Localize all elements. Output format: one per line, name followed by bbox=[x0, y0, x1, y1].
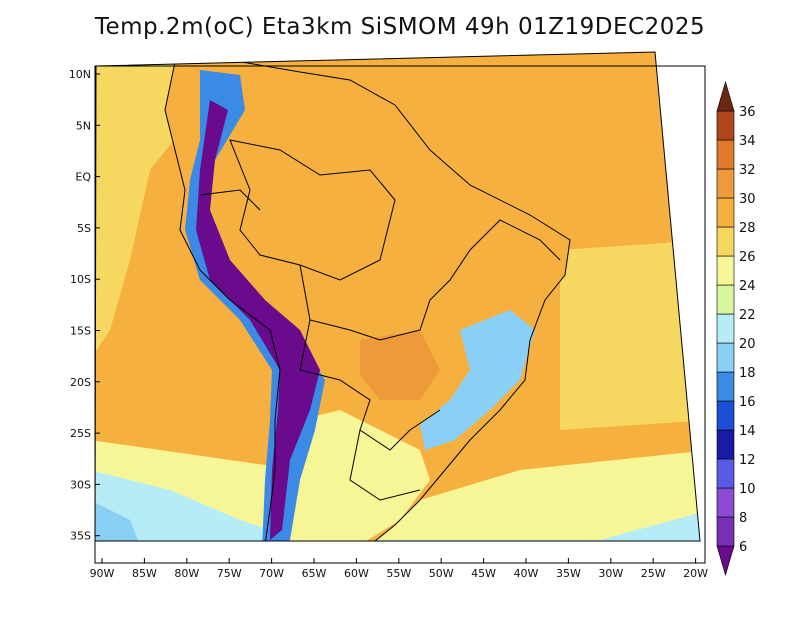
colorbar-label: 30 bbox=[739, 192, 756, 207]
lat-label: 10N bbox=[69, 68, 91, 81]
longitude-axis: 90W 85W 80W 75W 70W 65W 60W 55W 50W 45W 40W 35W 30W 2… bbox=[90, 558, 708, 580]
lon-label: 20W bbox=[683, 567, 708, 580]
lat-label: 5N bbox=[76, 119, 91, 132]
colorbar-label: 6 bbox=[739, 540, 747, 555]
lon-label: 40W bbox=[514, 567, 539, 580]
colorbar-label: 10 bbox=[739, 482, 756, 497]
colorbar-label: 36 bbox=[739, 105, 756, 120]
latitude-axis: 10N 5N EQ 5S 10S 15S 20S 25S 30S 35S bbox=[69, 68, 100, 543]
colorbar-label: 34 bbox=[739, 134, 756, 149]
lon-label: 80W bbox=[174, 567, 199, 580]
plot-border bbox=[94, 65, 706, 564]
lon-label: 55W bbox=[386, 567, 411, 580]
colorbar-segment bbox=[716, 139, 735, 170]
colorbar-segment bbox=[716, 429, 735, 460]
colorbar-label: 8 bbox=[739, 511, 747, 526]
colorbar-label: 32 bbox=[739, 163, 756, 178]
lon-label: 65W bbox=[302, 567, 327, 580]
colorbar-segment bbox=[716, 80, 735, 112]
colorbar-label: 12 bbox=[739, 453, 756, 468]
lon-label: 60W bbox=[344, 567, 369, 580]
colorbar-segment bbox=[716, 313, 735, 344]
ocean-mid-region-east bbox=[560, 240, 700, 430]
lon-label: 70W bbox=[259, 567, 284, 580]
colorbar-segment bbox=[716, 284, 735, 315]
temperature-field bbox=[95, 52, 700, 541]
temperature-colorbar: 6 8 10 12 14 16 18 20 22 24 26 28 30 32 34 36 bbox=[716, 80, 756, 577]
colorbar-segment bbox=[716, 110, 735, 141]
land-hot-region bbox=[360, 330, 440, 400]
lat-label: 30S bbox=[70, 478, 91, 491]
colorbar-segment bbox=[716, 545, 735, 577]
lon-label: 85W bbox=[132, 567, 157, 580]
lat-label: 15S bbox=[70, 325, 91, 338]
lat-label: 5S bbox=[77, 222, 91, 235]
lon-label: 35W bbox=[556, 567, 581, 580]
andes-high-elevation bbox=[196, 100, 320, 540]
brazil-southeast-highlands bbox=[420, 310, 535, 450]
lon-label: 50W bbox=[429, 567, 454, 580]
ocean-cold-region bbox=[95, 470, 700, 541]
lat-label: EQ bbox=[75, 171, 91, 184]
colorbar-label: 26 bbox=[739, 250, 756, 265]
lon-label: 45W bbox=[471, 567, 496, 580]
colorbar-label: 18 bbox=[739, 366, 756, 381]
lat-label: 25S bbox=[70, 427, 91, 440]
colorbar-segment bbox=[716, 197, 735, 228]
colorbar-segment bbox=[716, 342, 735, 373]
lon-label: 25W bbox=[641, 567, 666, 580]
colorbar-label: 16 bbox=[739, 395, 756, 410]
lon-label: 75W bbox=[217, 567, 242, 580]
lon-label: 30W bbox=[598, 567, 623, 580]
colorbar-segment bbox=[716, 458, 735, 489]
colorbar-segment bbox=[716, 371, 735, 402]
ocean-coldest-region bbox=[95, 500, 140, 541]
colorbar-segment bbox=[716, 487, 735, 518]
lat-label: 20S bbox=[70, 376, 91, 389]
colorbar-label: 20 bbox=[739, 337, 756, 352]
colorbar-label: 28 bbox=[739, 221, 756, 236]
colorbar-segment bbox=[716, 400, 735, 431]
country-borders bbox=[164, 59, 571, 541]
lat-label: 10S bbox=[70, 273, 91, 286]
lat-label: 35S bbox=[70, 530, 91, 543]
colorbar-segment bbox=[716, 516, 735, 547]
colorbar-label: 22 bbox=[739, 308, 756, 323]
colorbar-segment bbox=[716, 226, 735, 257]
colorbar-segment bbox=[716, 255, 735, 286]
colorbar-label: 24 bbox=[739, 279, 756, 294]
colorbar-segment bbox=[716, 168, 735, 199]
colorbar-label: 14 bbox=[739, 424, 756, 439]
map-title: Temp.2m(oC) Eta3km SiSMOM 49h 01Z19DEC20… bbox=[94, 14, 706, 40]
lon-label: 90W bbox=[90, 567, 115, 580]
